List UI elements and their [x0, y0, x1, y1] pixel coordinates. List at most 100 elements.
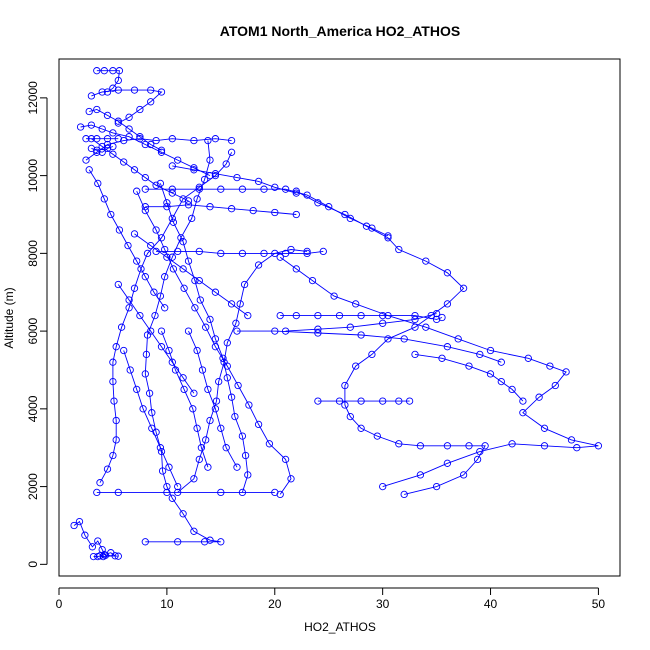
- data-point: [98, 125, 106, 133]
- data-point: [190, 527, 198, 535]
- data-point: [465, 362, 473, 370]
- data-point: [211, 343, 220, 351]
- data-point: [222, 160, 230, 168]
- profile-line: [156, 250, 324, 254]
- data-point: [152, 181, 160, 189]
- data-point: [422, 257, 430, 265]
- data-point: [157, 146, 166, 154]
- data-point: [98, 148, 106, 156]
- data-point: [151, 311, 159, 320]
- profile-line: [85, 138, 232, 161]
- data-point: [161, 245, 169, 254]
- data-point: [373, 432, 381, 440]
- data-point: [130, 86, 139, 94]
- data-point: [204, 385, 212, 394]
- data-point: [211, 335, 220, 343]
- data-point: [346, 214, 354, 223]
- data-point: [143, 249, 152, 258]
- data-point: [357, 397, 365, 405]
- data-point: [217, 249, 225, 258]
- data-point: [357, 311, 365, 320]
- data-point: [454, 335, 462, 343]
- data-point: [486, 346, 495, 355]
- data-point: [567, 436, 576, 444]
- data-point: [227, 393, 236, 401]
- profile-line: [80, 124, 211, 177]
- data-point: [93, 148, 101, 156]
- data-point: [540, 424, 549, 432]
- data-point: [112, 343, 120, 351]
- data-point: [114, 135, 122, 143]
- data-point: [101, 551, 110, 560]
- data-point: [125, 113, 133, 121]
- profile-line: [88, 169, 166, 309]
- data-point: [137, 265, 145, 273]
- data-point: [157, 148, 166, 156]
- data-point: [271, 183, 279, 191]
- data-point: [562, 368, 570, 376]
- profile-line: [99, 152, 233, 483]
- axes: 0 10 20 30 40 50 0 2000 4000 6000 8000 10000 12000: [26, 81, 605, 611]
- data-point: [180, 385, 188, 394]
- data-point: [109, 377, 117, 386]
- data-point: [112, 436, 120, 444]
- data-point: [341, 210, 349, 219]
- data-point: [161, 273, 169, 281]
- data-point: [93, 67, 101, 75]
- data-point: [432, 315, 441, 324]
- data-point: [238, 432, 247, 440]
- data-point: [109, 84, 117, 92]
- data-point: [341, 381, 349, 390]
- data-point: [314, 397, 322, 405]
- data-point: [141, 206, 149, 215]
- data-point: [156, 292, 165, 300]
- data-point: [169, 218, 178, 226]
- data-point: [476, 350, 484, 359]
- data-point: [180, 284, 188, 292]
- data-point: [368, 350, 376, 359]
- data-point: [232, 319, 240, 327]
- data-point: [110, 397, 118, 405]
- data-point: [87, 144, 96, 153]
- data-point: [443, 300, 452, 308]
- data-point: [163, 488, 171, 497]
- data-point: [174, 247, 182, 256]
- data-point: [384, 234, 392, 242]
- data-point: [217, 538, 225, 546]
- data-point: [184, 327, 193, 335]
- data-point: [76, 123, 85, 131]
- data-point: [120, 346, 128, 355]
- data-point: [193, 424, 201, 432]
- data-point: [362, 222, 371, 230]
- data-point: [147, 241, 155, 250]
- data-point: [217, 424, 225, 432]
- data-point: [163, 482, 171, 491]
- data-point: [303, 191, 311, 199]
- x-tick-label: 10: [160, 597, 174, 611]
- data-point: [438, 313, 446, 322]
- data-point: [219, 354, 227, 362]
- data-point: [198, 366, 207, 374]
- data-point: [292, 311, 300, 320]
- data-point: [103, 111, 112, 120]
- data-point: [379, 397, 387, 405]
- data-point: [227, 148, 236, 156]
- data-point: [179, 238, 187, 246]
- data-point: [551, 381, 559, 390]
- data-point: [157, 343, 166, 351]
- data-layer: [70, 67, 603, 561]
- data-point: [233, 327, 241, 335]
- data-point: [141, 273, 149, 281]
- data-point: [276, 311, 284, 320]
- data-point: [227, 205, 236, 213]
- data-point: [109, 358, 117, 366]
- data-point: [96, 552, 104, 560]
- profile-line: [91, 146, 114, 153]
- data-point: [405, 397, 414, 405]
- profile-line: [73, 520, 119, 557]
- data-point: [114, 552, 122, 560]
- data-point: [254, 420, 263, 429]
- data-point: [109, 129, 117, 137]
- data-point: [125, 125, 133, 133]
- data-point: [238, 488, 247, 497]
